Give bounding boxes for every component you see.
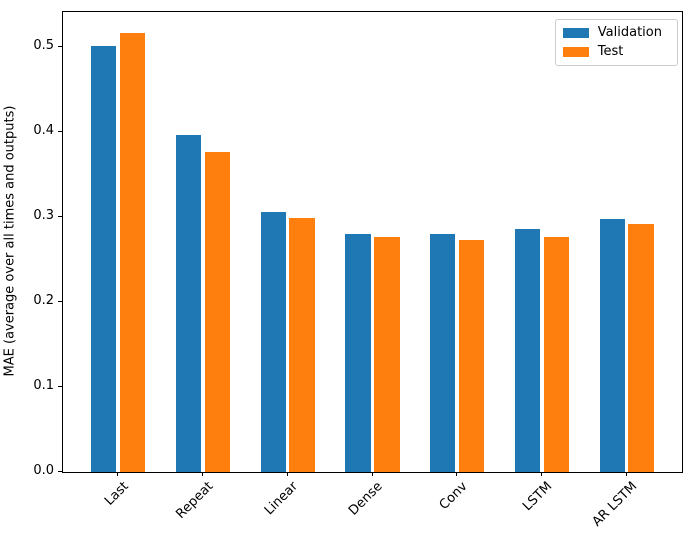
- x-tick-label-last: Last: [102, 479, 132, 509]
- legend-label-test: Test: [597, 44, 624, 59]
- bar-validation-repeat: [175, 135, 202, 472]
- x-tick-label-repeat: Repeat: [173, 479, 217, 522]
- y-tick-mark: [58, 301, 62, 302]
- bar-test-last: [120, 33, 146, 472]
- y-tick-mark: [58, 46, 62, 47]
- y-tick-mark: [58, 471, 62, 472]
- legend: Validation Test: [554, 19, 678, 66]
- y-tick-label-0.4: 0.4: [33, 123, 54, 138]
- y-tick-mark: [58, 131, 62, 132]
- x-tick-label-linear: Linear: [262, 479, 302, 519]
- x-tick-mark: [371, 472, 373, 476]
- x-tick-mark: [456, 472, 458, 476]
- x-tick-mark: [117, 472, 119, 476]
- validation-color-swatch: [562, 28, 589, 38]
- x-tick-mark: [541, 472, 542, 476]
- legend-item-test: Test: [562, 44, 668, 59]
- x-tick-label-dense: Dense: [346, 479, 387, 519]
- plot-area: Validation Test: [62, 11, 683, 473]
- y-axis-label-text: MAE (average over all times and outputs): [2, 105, 18, 377]
- x-tick-mark: [286, 472, 288, 476]
- test-color-swatch: [562, 47, 589, 57]
- legend-item-validation: Validation: [562, 25, 668, 40]
- x-tick-label-conv: Conv: [436, 479, 471, 513]
- legend-label-validation: Validation: [597, 25, 662, 40]
- x-tick-mark: [625, 472, 627, 476]
- y-tick-label-0.5: 0.5: [33, 38, 54, 53]
- bar-validation-last: [91, 46, 117, 472]
- bar-test-dense: [374, 236, 400, 472]
- bar-test-conv: [458, 240, 485, 472]
- bar-validation-conv: [430, 234, 456, 472]
- y-tick-mark: [58, 386, 62, 387]
- bar-test-repeat: [204, 151, 231, 472]
- y-tick-label-0.1: 0.1: [33, 378, 54, 393]
- bar-validation-ar-lstm: [599, 218, 625, 472]
- y-tick-label-0.0: 0.0: [33, 463, 54, 478]
- y-tick-label-0.2: 0.2: [33, 293, 54, 308]
- bar-validation-dense: [345, 234, 371, 472]
- bar-test-ar-lstm: [628, 223, 654, 472]
- bar-test-linear: [289, 217, 315, 472]
- bar-validation-linear: [260, 211, 286, 472]
- x-tick-label-ar-lstm: AR LSTM: [589, 479, 641, 530]
- bar-validation-lstm: [514, 228, 541, 472]
- x-tick-mark: [202, 472, 203, 476]
- y-tick-label-0.3: 0.3: [33, 208, 54, 223]
- bar-test-lstm: [543, 236, 570, 472]
- y-tick-mark: [58, 216, 62, 217]
- x-tick-label-lstm: LSTM: [520, 479, 556, 515]
